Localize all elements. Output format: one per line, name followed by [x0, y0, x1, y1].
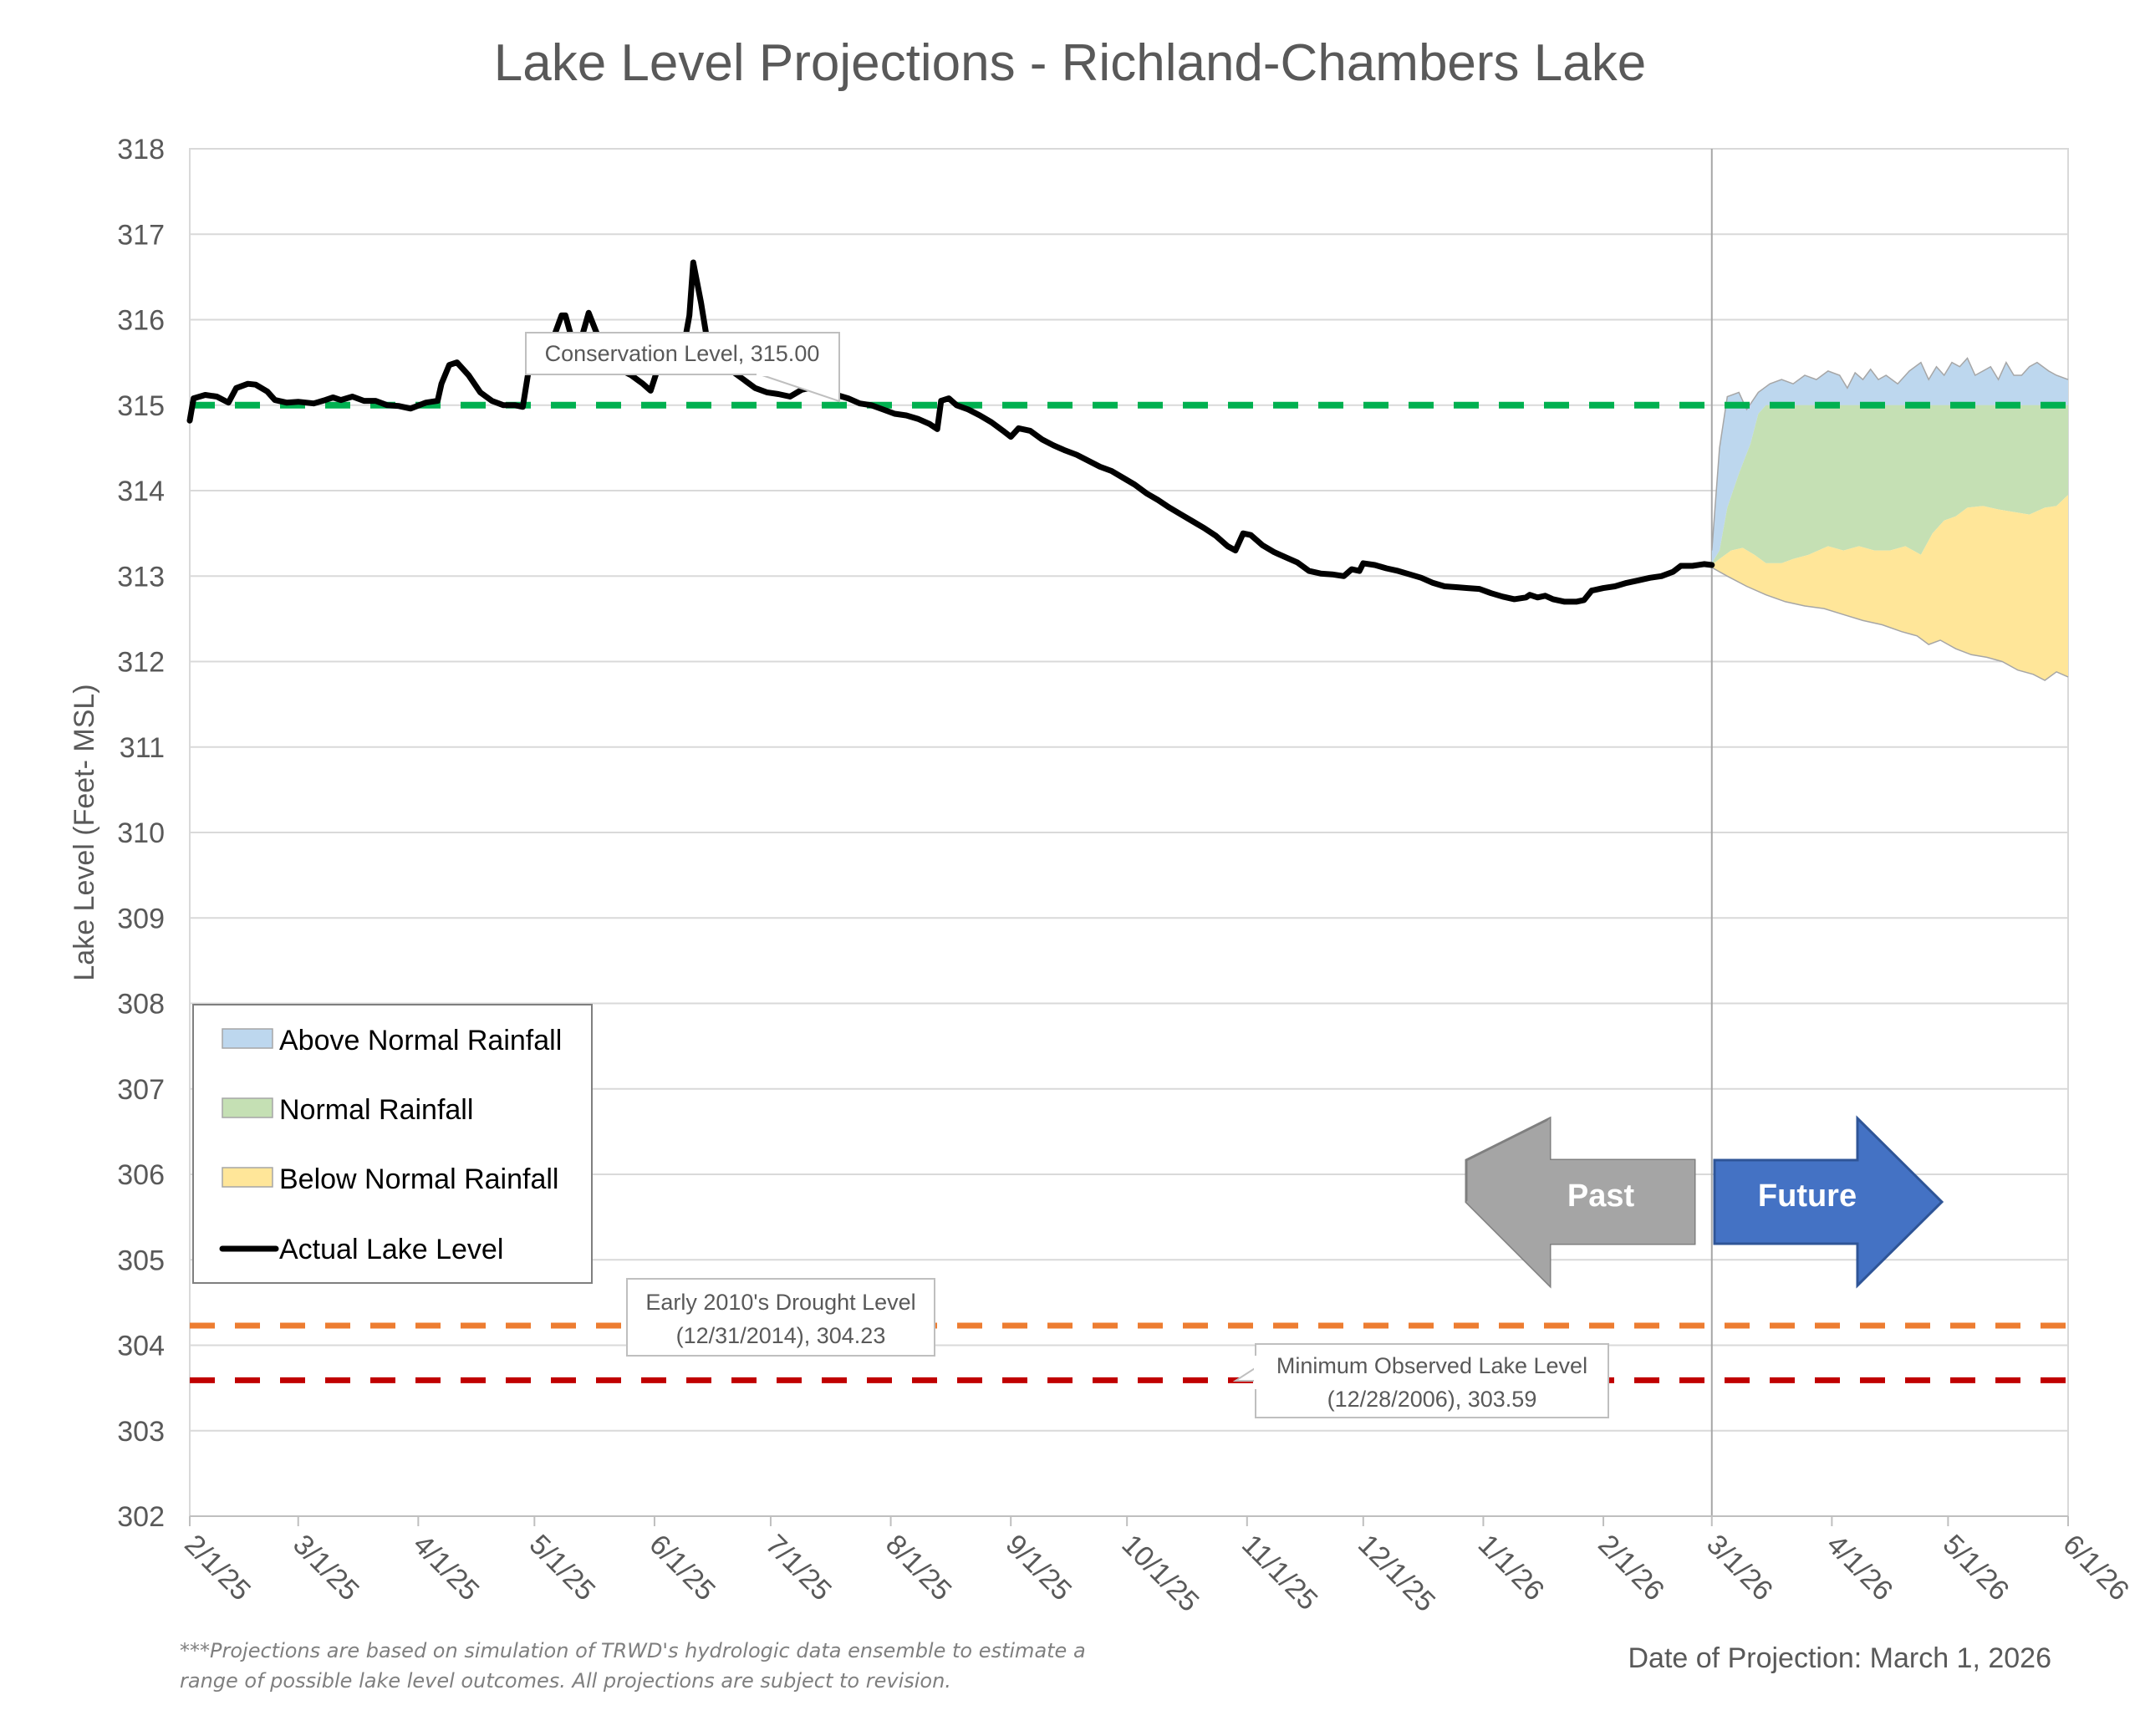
- drought-level-callout: Early 2010's Drought Level (12/31/2014),…: [626, 1278, 935, 1357]
- past-arrow-label: Past: [1567, 1179, 1635, 1214]
- y-tick-label: 302: [117, 1501, 165, 1533]
- y-tick-label: 316: [117, 305, 165, 337]
- below-normal-lower-edge: [1711, 567, 2069, 681]
- y-tick-label: 317: [117, 219, 165, 251]
- above-normal-upper-edge: [1711, 357, 2069, 551]
- drought-level-label-line2: (12/31/2014), 304.23: [676, 1323, 886, 1348]
- chart-legend: Above Normal Rainfall Normal Rainfall Be…: [192, 1004, 593, 1284]
- legend-label-below-normal: Below Normal Rainfall: [279, 1163, 558, 1195]
- below-normal-area: [1711, 495, 2068, 680]
- actual-lake-level-line: [186, 259, 1715, 605]
- y-tick-label: 303: [117, 1416, 165, 1448]
- minimum-level-label-line1: Minimum Observed Lake Level: [1276, 1353, 1587, 1378]
- y-tick-label: 304: [117, 1331, 165, 1362]
- drought-level-label-line1: Early 2010's Drought Level: [645, 1290, 915, 1315]
- legend-swatch-above-normal: [222, 1028, 273, 1049]
- projection-areas: [1711, 357, 2069, 681]
- above-normal-area: [1711, 358, 2068, 563]
- minimum-level-callout: Minimum Observed Lake Level (12/28/2006)…: [1232, 1343, 1609, 1418]
- chart-title: Lake Level Projections - Richland-Chambe…: [494, 34, 1646, 92]
- y-tick-label: 306: [117, 1159, 165, 1191]
- footnote-line-2: range of possible lake level outcomes. A…: [180, 1669, 951, 1693]
- y-tick-label: 313: [117, 561, 165, 593]
- y-tick-label: 310: [117, 817, 165, 849]
- minimum-level-label-line2: (12/28/2006), 303.59: [1327, 1387, 1537, 1412]
- projection-date: Date of Projection: March 1, 2026: [1628, 1642, 2052, 1674]
- future-arrow-label: Future: [1758, 1179, 1857, 1214]
- conservation-level-callout: Conservation Level, 315.00: [525, 332, 840, 403]
- footnote-line-1: ***Projections are based on simulation o…: [180, 1639, 1086, 1662]
- future-arrow-shape: [1713, 1115, 1944, 1289]
- past-arrow-fill: [1466, 1118, 1694, 1285]
- future-arrow: Future: [1713, 1115, 1944, 1289]
- actual-lake-level-layer: [186, 259, 1715, 605]
- y-tick-label: 308: [117, 989, 165, 1021]
- y-tick-label: 311: [120, 732, 165, 764]
- legend-label-above-normal: Above Normal Rainfall: [279, 1025, 562, 1056]
- y-axis-label: Lake Level (Feet- MSL): [69, 684, 100, 980]
- y-tick-label: 307: [117, 1074, 165, 1106]
- y-tick-label: 315: [117, 390, 165, 422]
- legend-box: [192, 1004, 593, 1284]
- y-tick-label: 305: [117, 1245, 165, 1276]
- legend-swatch-below-normal: [222, 1167, 273, 1188]
- gridlines: [190, 148, 2068, 1517]
- y-tick-label: 312: [117, 647, 165, 679]
- legend-label-normal: Normal Rainfall: [279, 1094, 473, 1126]
- legend-swatch-normal: [222, 1097, 273, 1118]
- conservation-level-label: Conservation Level, 315.00: [545, 341, 820, 366]
- legend-label-actual-level: Actual Lake Level: [279, 1234, 503, 1265]
- past-arrow: Past: [1465, 1116, 1696, 1289]
- y-tick-label: 318: [117, 134, 165, 165]
- y-tick-label: 314: [117, 476, 165, 507]
- normal-area: [1711, 405, 2068, 565]
- y-tick-label: 309: [117, 903, 165, 934]
